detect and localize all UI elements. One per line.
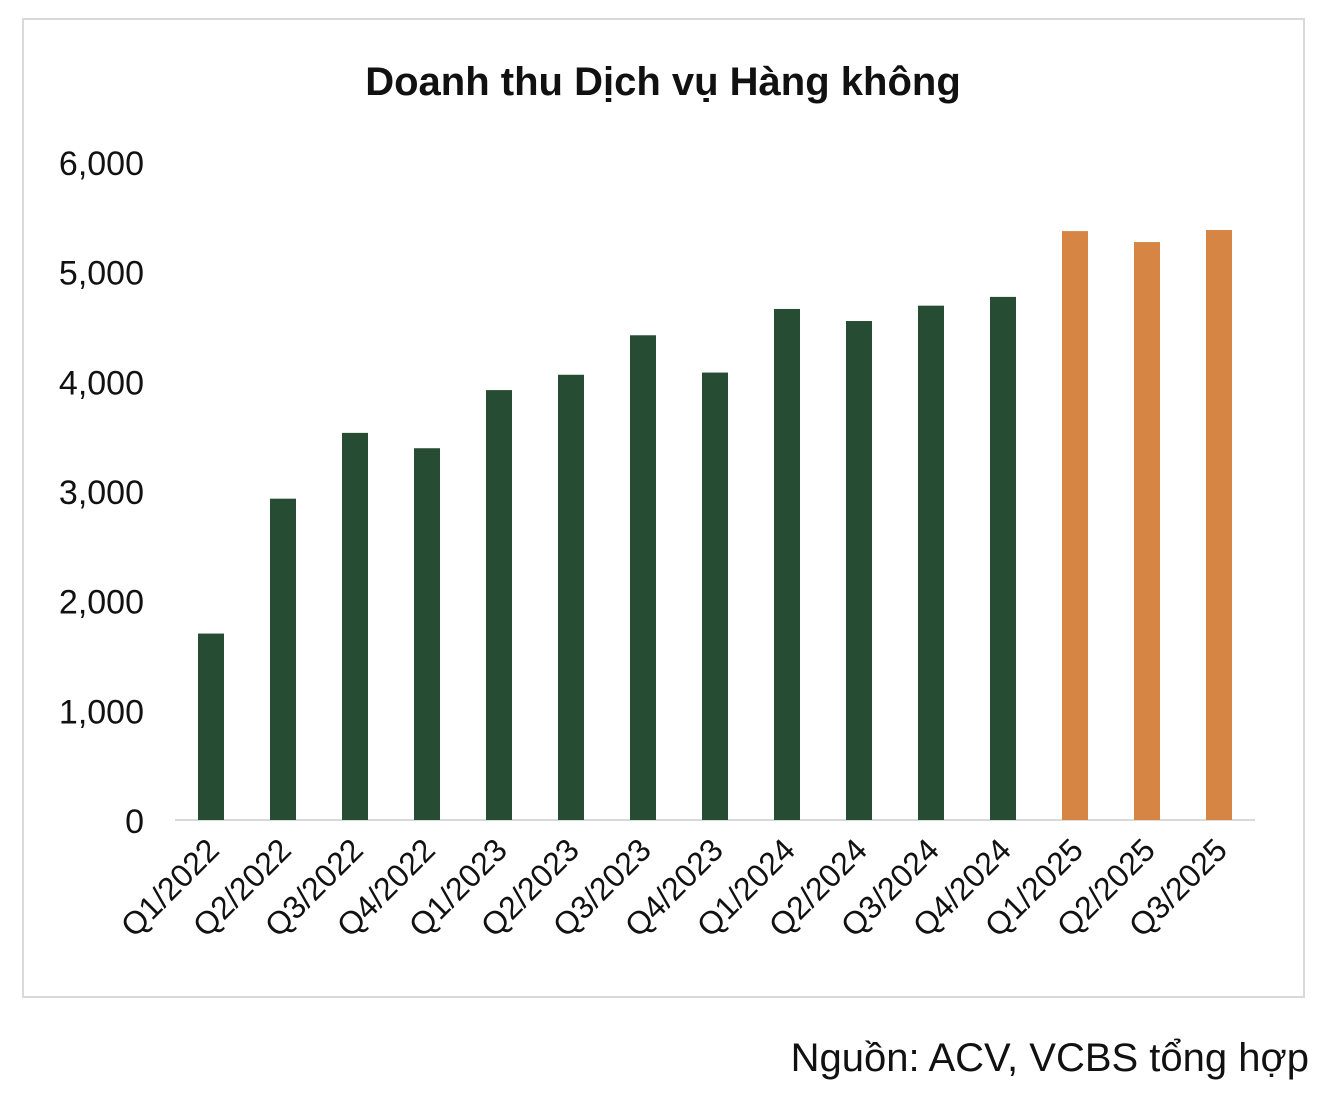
y-tick-label: 2,000 bbox=[59, 584, 144, 622]
y-axis: 0 1,000 2,000 3,000 4,000 5,000 6,000 bbox=[59, 145, 144, 841]
x-axis: Q1/2022Q2/2022Q3/2022Q4/2022Q1/2023Q2/20… bbox=[114, 831, 1234, 943]
bar bbox=[630, 335, 656, 820]
bar bbox=[414, 448, 440, 820]
bars-group bbox=[198, 229, 1232, 821]
y-tick-label: 5,000 bbox=[59, 255, 144, 293]
bar bbox=[846, 321, 872, 820]
bar bbox=[774, 308, 800, 820]
bar bbox=[486, 390, 512, 820]
chart-title: Doanh thu Dịch vụ Hàng không bbox=[365, 60, 961, 104]
bar bbox=[990, 296, 1016, 820]
bar bbox=[558, 374, 584, 820]
bar bbox=[702, 372, 728, 820]
bar bbox=[1206, 229, 1232, 820]
bar bbox=[1062, 231, 1088, 821]
bar bbox=[1134, 242, 1160, 821]
y-tick-label: 3,000 bbox=[59, 474, 144, 512]
y-tick-label: 4,000 bbox=[59, 364, 144, 402]
bar bbox=[918, 305, 944, 820]
bar bbox=[342, 432, 368, 820]
y-tick-label: 1,000 bbox=[59, 693, 144, 731]
bar bbox=[198, 633, 224, 820]
bar bbox=[270, 498, 296, 820]
source-note: Nguồn: ACV, VCBS tổng hợp bbox=[790, 1036, 1309, 1080]
chart-frame bbox=[22, 18, 1305, 998]
y-tick-label: 0 bbox=[125, 803, 144, 841]
y-tick-label: 6,000 bbox=[59, 145, 144, 183]
